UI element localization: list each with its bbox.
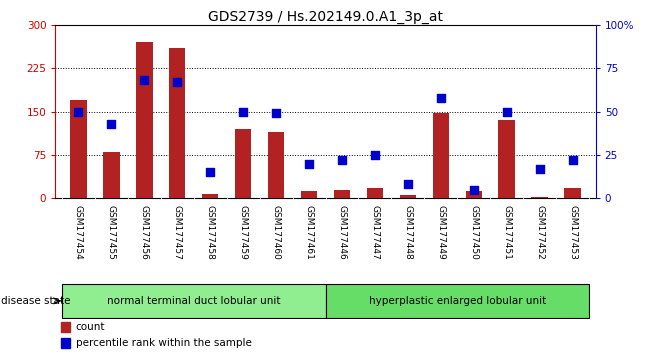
Bar: [334, 190, 350, 198]
Point: [568, 157, 578, 163]
Text: GSM177447: GSM177447: [370, 205, 380, 260]
Text: GSM177457: GSM177457: [173, 205, 182, 260]
Text: GSM177450: GSM177450: [469, 205, 478, 260]
Text: GSM177452: GSM177452: [535, 205, 544, 260]
Bar: [432, 113, 449, 198]
Bar: [301, 191, 317, 198]
Point: [139, 78, 150, 83]
Bar: [367, 188, 383, 198]
Text: GSM177456: GSM177456: [140, 205, 149, 260]
Point: [205, 170, 215, 175]
Text: normal terminal duct lobular unit: normal terminal duct lobular unit: [107, 296, 281, 306]
Point: [172, 79, 182, 85]
Point: [469, 187, 479, 193]
Point: [73, 109, 83, 114]
Bar: [136, 42, 152, 198]
Bar: [169, 48, 186, 198]
Point: [304, 161, 314, 166]
Bar: [235, 129, 251, 198]
Text: hyperplastic enlarged lobular unit: hyperplastic enlarged lobular unit: [368, 296, 546, 306]
Point: [238, 109, 248, 114]
Text: GSM177458: GSM177458: [206, 205, 215, 260]
Text: GSM177461: GSM177461: [305, 205, 314, 260]
Bar: [531, 196, 548, 198]
Bar: [564, 188, 581, 198]
Bar: [202, 194, 219, 198]
Bar: [62, 284, 326, 318]
Point: [403, 182, 413, 187]
Text: GSM177455: GSM177455: [107, 205, 116, 260]
Bar: [499, 120, 515, 198]
Point: [106, 121, 117, 126]
Bar: [400, 195, 416, 198]
Point: [436, 95, 446, 101]
Title: GDS2739 / Hs.202149.0.A1_3p_at: GDS2739 / Hs.202149.0.A1_3p_at: [208, 10, 443, 24]
Point: [337, 157, 347, 163]
Text: GSM177448: GSM177448: [404, 205, 412, 260]
Bar: [61, 322, 70, 332]
Text: GSM177460: GSM177460: [271, 205, 281, 260]
Bar: [268, 132, 284, 198]
Bar: [465, 191, 482, 198]
Point: [501, 109, 512, 114]
Text: count: count: [76, 322, 105, 332]
Text: GSM177453: GSM177453: [568, 205, 577, 260]
Text: GSM177451: GSM177451: [502, 205, 511, 260]
Text: GSM177454: GSM177454: [74, 205, 83, 260]
Bar: [103, 152, 120, 198]
Bar: [326, 284, 589, 318]
Point: [271, 110, 281, 116]
Text: percentile rank within the sample: percentile rank within the sample: [76, 338, 252, 348]
Point: [534, 166, 545, 172]
Text: GSM177446: GSM177446: [337, 205, 346, 260]
Point: [370, 152, 380, 158]
Text: GSM177449: GSM177449: [436, 205, 445, 260]
Text: disease state: disease state: [1, 296, 70, 306]
Text: GSM177459: GSM177459: [239, 205, 247, 260]
Bar: [61, 338, 70, 348]
Bar: [70, 100, 87, 198]
